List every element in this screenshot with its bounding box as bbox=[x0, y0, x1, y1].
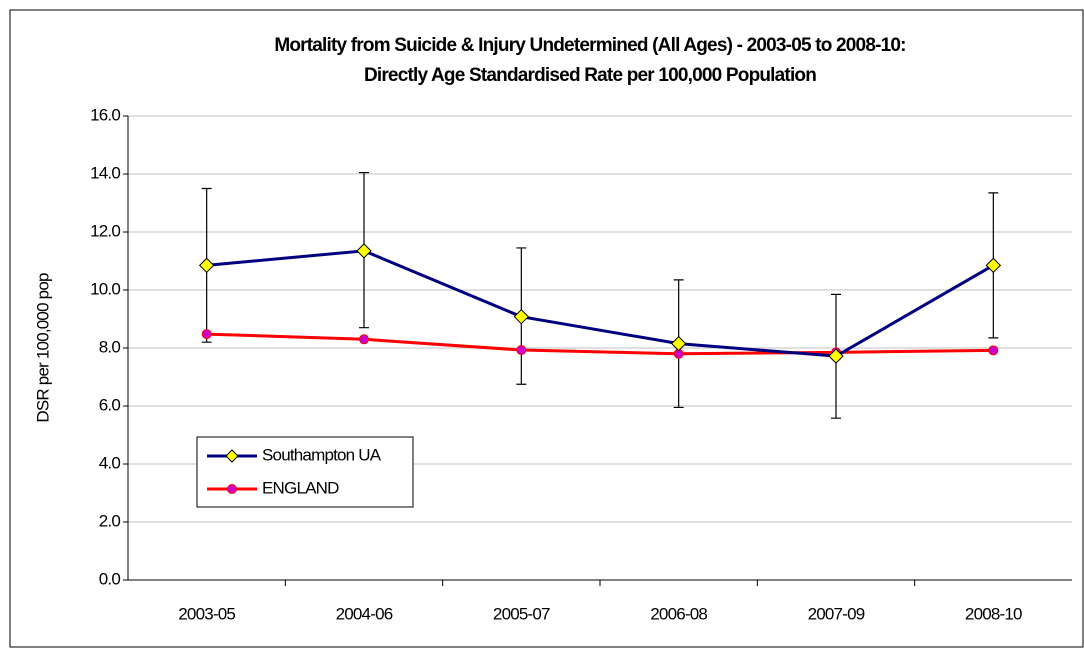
x-tick-label: 2005-07 bbox=[493, 604, 550, 623]
marker bbox=[988, 345, 999, 356]
y-tick-label: 8.0 bbox=[99, 337, 121, 356]
chart-title: Mortality from Suicide & Injury Undeterm… bbox=[274, 35, 905, 56]
y-tick-label: 16.0 bbox=[90, 105, 120, 124]
marker bbox=[670, 335, 687, 352]
x-tick-label: 2003-05 bbox=[178, 604, 235, 623]
series-line bbox=[206, 249, 995, 358]
y-tick-label: 14.0 bbox=[90, 163, 120, 182]
marker bbox=[356, 243, 372, 259]
legend-label: Southampton UA bbox=[262, 445, 382, 464]
y-tick-label: 12.0 bbox=[90, 221, 120, 240]
y-tick-label: 2.0 bbox=[99, 511, 121, 530]
legend-marker bbox=[227, 484, 237, 494]
chart-frame bbox=[9, 9, 1084, 648]
y-tick-label: 4.0 bbox=[99, 453, 121, 472]
marker bbox=[198, 257, 215, 274]
x-tick-label: 2004-06 bbox=[336, 604, 393, 623]
x-tick-label: 2008-10 bbox=[965, 604, 1022, 623]
chart-title: Directly Age Standardised Rate per 100,0… bbox=[364, 65, 816, 86]
x-tick-label: 2006-08 bbox=[650, 604, 707, 623]
y-tick-label: 0.0 bbox=[99, 569, 121, 588]
marker bbox=[828, 348, 844, 364]
marker bbox=[359, 334, 369, 345]
marker bbox=[201, 329, 212, 340]
y-tick-label: 6.0 bbox=[99, 395, 121, 414]
y-tick-label: 10.0 bbox=[90, 279, 120, 298]
marker bbox=[513, 308, 530, 325]
series-line bbox=[206, 332, 994, 356]
legend bbox=[196, 436, 414, 508]
x-tick-label: 2007-09 bbox=[808, 604, 865, 623]
y-axis-label: DSR per 100,000 pop bbox=[33, 273, 52, 423]
legend-marker bbox=[225, 449, 239, 463]
marker bbox=[985, 257, 1002, 274]
legend-label: ENGLAND bbox=[262, 478, 339, 497]
marker bbox=[516, 345, 527, 356]
